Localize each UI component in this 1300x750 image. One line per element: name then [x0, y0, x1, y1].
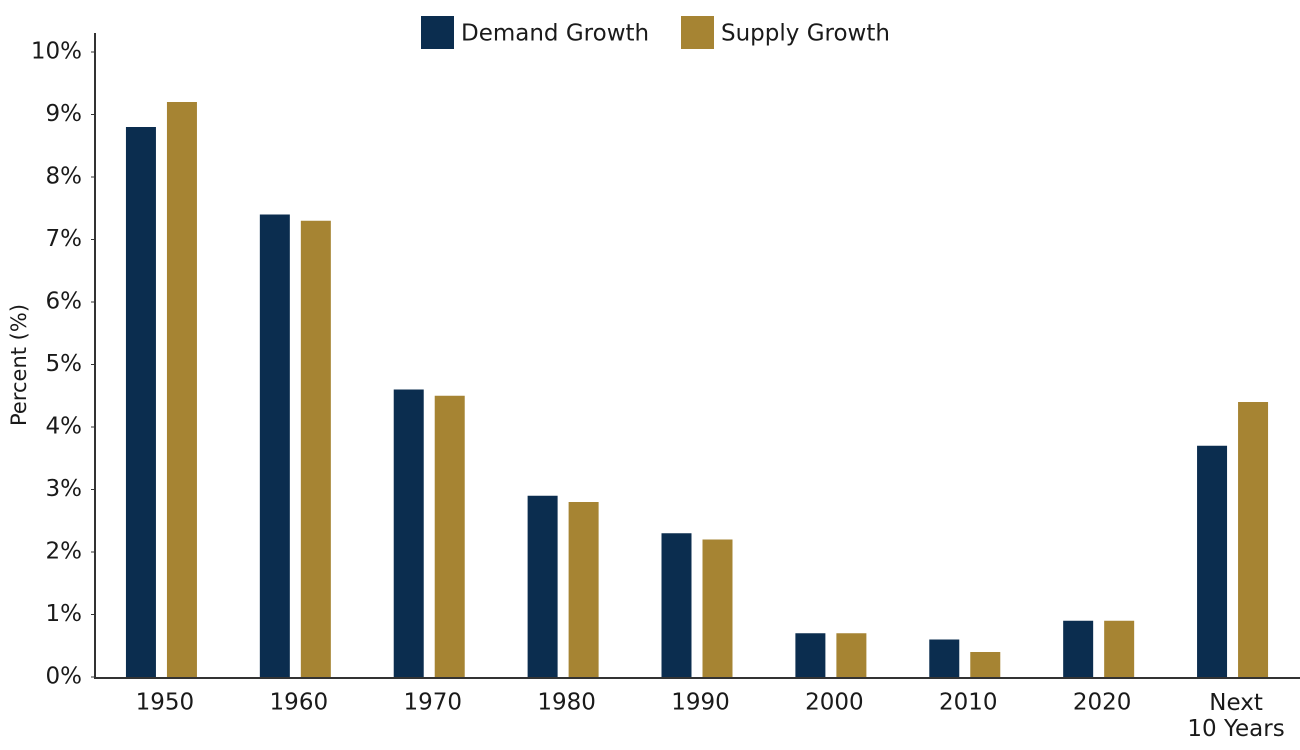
x-tick-label: Next 10 Years — [1187, 690, 1284, 742]
bar — [393, 389, 424, 677]
legend-swatch — [681, 16, 714, 49]
x-tick-label: 1950 — [136, 690, 195, 716]
x-tick-label: 1980 — [537, 690, 596, 716]
y-tick-label: 5% — [46, 351, 83, 377]
bar — [527, 495, 558, 677]
bar — [300, 220, 331, 677]
x-tick-label: 1970 — [403, 690, 462, 716]
x-tick-label: 2000 — [805, 690, 864, 716]
y-tick-label: 3% — [46, 476, 83, 502]
y-tick-label: 9% — [46, 101, 83, 127]
legend-label: Supply Growth — [721, 21, 890, 47]
legend-label: Demand Growth — [461, 21, 649, 47]
bar — [970, 652, 1001, 677]
x-tick-label: 1960 — [270, 690, 329, 716]
bar — [434, 395, 465, 677]
y-tick-label: 1% — [46, 601, 83, 627]
bar — [661, 533, 692, 677]
bar — [1197, 445, 1228, 677]
bar — [568, 502, 599, 677]
y-tick-label: 0% — [46, 664, 83, 690]
bar — [702, 539, 733, 677]
y-tick-label: 4% — [46, 414, 83, 440]
x-tick-label: 2020 — [1073, 690, 1132, 716]
bar — [125, 127, 156, 677]
x-tick-label: 1990 — [671, 690, 730, 716]
bar — [1238, 402, 1269, 677]
y-axis-label: Percent (%) — [7, 304, 31, 426]
x-tick-label: 2010 — [939, 690, 998, 716]
bar — [929, 639, 960, 677]
y-tick-label: 7% — [46, 226, 83, 252]
bar — [836, 633, 867, 677]
bar — [795, 633, 826, 677]
bar — [166, 102, 197, 677]
bar — [1104, 620, 1135, 677]
bar — [259, 214, 290, 677]
legend-swatch — [421, 16, 454, 49]
y-tick-label: 2% — [46, 539, 83, 565]
y-tick-label: 8% — [46, 164, 83, 190]
bar — [1063, 620, 1094, 677]
y-tick-label: 6% — [46, 289, 83, 315]
y-tick-label: 10% — [31, 39, 82, 65]
